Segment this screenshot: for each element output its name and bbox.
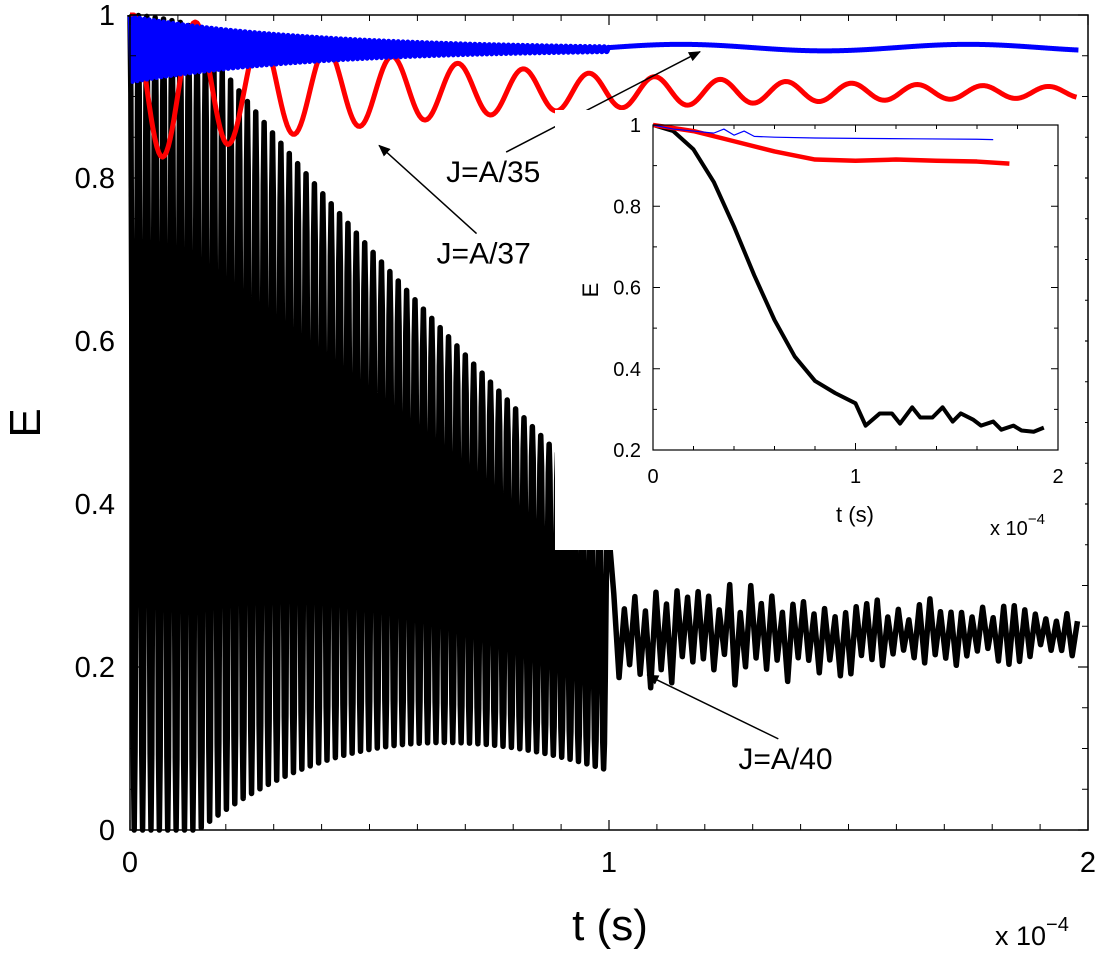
main-x-tick-label: 2 [1080, 847, 1096, 879]
main-y-tick-label: 0.4 [75, 489, 115, 521]
inset-series-line-blue [652, 124, 994, 141]
inset-y-tick-label: 1 [630, 115, 641, 137]
main-ylabel: E [1, 408, 50, 437]
inset-plot: 0 1 2 0.2 0.4 0.6 0.8 1 t (s) E x 10−4 [555, 110, 1085, 550]
series-line-j-a-37 [129, 12, 1078, 160]
annotation-arrow [505, 51, 701, 153]
inset-y-tick-label: 0.2 [613, 440, 641, 462]
main-y-tick-label: 0.6 [75, 326, 115, 358]
inset-ylabel: E [578, 283, 603, 298]
inset-y-tick-label: 0.8 [613, 196, 641, 218]
series-line-j-a-35 [127, 14, 1081, 84]
inset-ticks: 0 1 2 0.2 0.4 0.6 0.8 1 [613, 115, 1063, 488]
annotation-label: J=A/40 [738, 743, 832, 776]
main-y-tick-label: 0.2 [75, 652, 115, 684]
annotation-label: J=A/37 [437, 238, 531, 271]
main-y-tick-label: 0 [99, 815, 115, 847]
inset-background [555, 110, 1085, 550]
inset-x-tick-label: 2 [1052, 466, 1063, 488]
inset-series-group [652, 122, 1045, 434]
inset-y-tick-label: 0.4 [613, 359, 641, 381]
annotation-label: J=A/35 [446, 156, 540, 189]
inset-series-line-black [652, 123, 1045, 434]
main-y-tick-label: 1 [99, 0, 115, 32]
main-x-tick-label: 0 [122, 847, 138, 879]
main-x-tick-label: 1 [601, 847, 617, 879]
inset-y-tick-label: 0.6 [613, 278, 641, 300]
main-ticks: 0 1 2 0 0.2 0.4 0.6 0.8 1 [75, 0, 1096, 879]
inset-xlabel: t (s) [836, 502, 874, 527]
main-xlabel: t (s) [572, 901, 648, 950]
main-annotations: J=A/35 J=A/37 J=A/40 [378, 51, 833, 776]
inset-x-tick-label: 0 [647, 466, 658, 488]
annotation-arrow [646, 674, 779, 740]
inset-x-tick-label: 1 [850, 466, 861, 488]
annotation-arrow [378, 144, 478, 235]
main-x-exponent: x 10−4 [995, 914, 1069, 951]
inset-series-line-red [652, 122, 1010, 166]
inset-x-exponent: x 10−4 [990, 511, 1045, 540]
main-y-tick-label: 0.8 [75, 163, 115, 195]
